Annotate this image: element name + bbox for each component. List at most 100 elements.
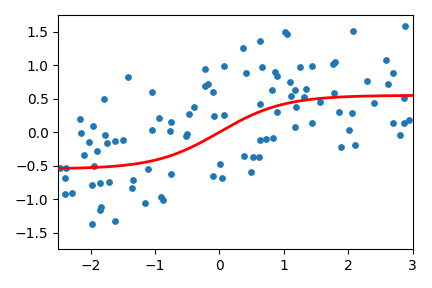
Point (330, 90, 337, 95)
Point (256, 102, 263, 106)
Point (149, 127, 156, 132)
Point (240, 46, 247, 51)
Point (184, 132, 191, 137)
Point (69, 190, 76, 195)
Point (98, 204, 105, 209)
Point (269, 135, 276, 140)
Point (346, 128, 353, 132)
Point (268, 88, 275, 92)
Point (263, 137, 270, 141)
Point (157, 194, 164, 199)
Point (88, 222, 95, 227)
Point (210, 113, 217, 118)
Point (286, 79, 293, 84)
Point (371, 100, 378, 105)
Point (272, 69, 279, 74)
Point (155, 115, 162, 120)
Point (111, 219, 118, 223)
Point (302, 87, 309, 91)
Point (291, 88, 298, 92)
Point (384, 82, 391, 86)
Point (160, 198, 167, 202)
Point (220, 113, 227, 118)
Point (219, 175, 226, 180)
Point (216, 161, 223, 166)
Point (120, 138, 127, 143)
Point (97, 181, 104, 185)
Point (249, 155, 256, 160)
Point (210, 174, 216, 179)
Point (256, 155, 263, 159)
Point (240, 154, 247, 158)
Point (80, 152, 87, 157)
Point (282, 30, 289, 35)
Point (309, 121, 316, 126)
Point (149, 90, 156, 94)
Point (142, 200, 149, 205)
Point (91, 164, 98, 168)
Point (106, 179, 113, 184)
Point (335, 110, 342, 114)
Point (86, 139, 93, 144)
Point (350, 29, 357, 33)
Point (185, 111, 192, 116)
Point (102, 133, 108, 138)
Point (191, 105, 198, 109)
Point (62, 192, 69, 196)
Point (317, 100, 324, 104)
Point (331, 59, 338, 64)
Point (292, 105, 299, 109)
Point (308, 64, 315, 69)
Point (363, 79, 370, 84)
Point (168, 172, 175, 176)
Point (210, 90, 217, 94)
Point (129, 185, 136, 190)
Point (89, 182, 96, 187)
Point (104, 141, 111, 146)
Point (97, 208, 104, 213)
Point (112, 139, 119, 143)
Point (78, 131, 85, 135)
Point (124, 75, 131, 79)
Point (259, 65, 266, 69)
Point (221, 64, 228, 69)
Point (273, 109, 280, 114)
Point (248, 169, 255, 174)
Point (130, 178, 137, 183)
Point (256, 39, 263, 44)
Point (257, 137, 264, 142)
Point (296, 65, 303, 69)
Point (145, 167, 152, 172)
Point (352, 143, 359, 147)
Point (274, 74, 281, 79)
Point (396, 133, 403, 137)
Point (202, 67, 209, 71)
Point (300, 95, 307, 99)
Point (205, 81, 212, 86)
Point (76, 117, 83, 122)
Point (401, 96, 408, 101)
Point (94, 149, 101, 154)
Point (89, 124, 96, 129)
Point (61, 176, 68, 181)
Point (167, 129, 174, 133)
Point (182, 134, 189, 138)
Point (57, 166, 64, 170)
Point (405, 118, 412, 123)
Point (401, 121, 408, 125)
Point (383, 58, 390, 62)
Point (287, 94, 294, 99)
Point (291, 125, 298, 130)
Point (168, 119, 175, 124)
Point (349, 111, 356, 115)
Point (389, 71, 396, 75)
Point (338, 144, 345, 149)
Point (202, 83, 209, 88)
Point (101, 96, 108, 101)
Point (390, 121, 397, 126)
Point (402, 24, 409, 29)
Point (284, 31, 291, 36)
Point (62, 166, 69, 170)
Point (329, 62, 336, 67)
Point (242, 71, 249, 75)
